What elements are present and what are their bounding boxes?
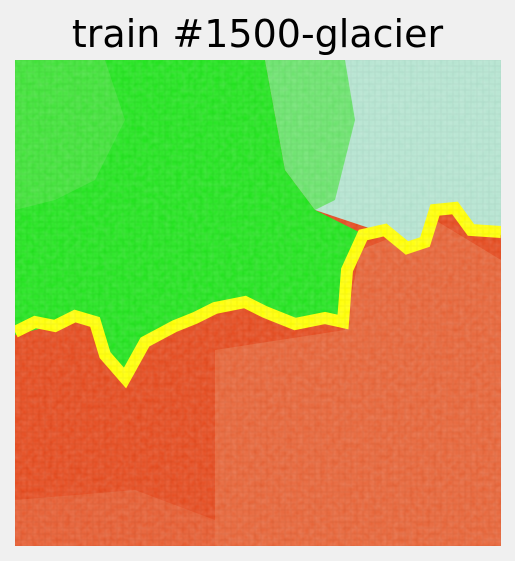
segmentation-image (15, 60, 501, 546)
figure-title: train #1500-glacier (71, 12, 444, 56)
image-panel (15, 60, 501, 546)
